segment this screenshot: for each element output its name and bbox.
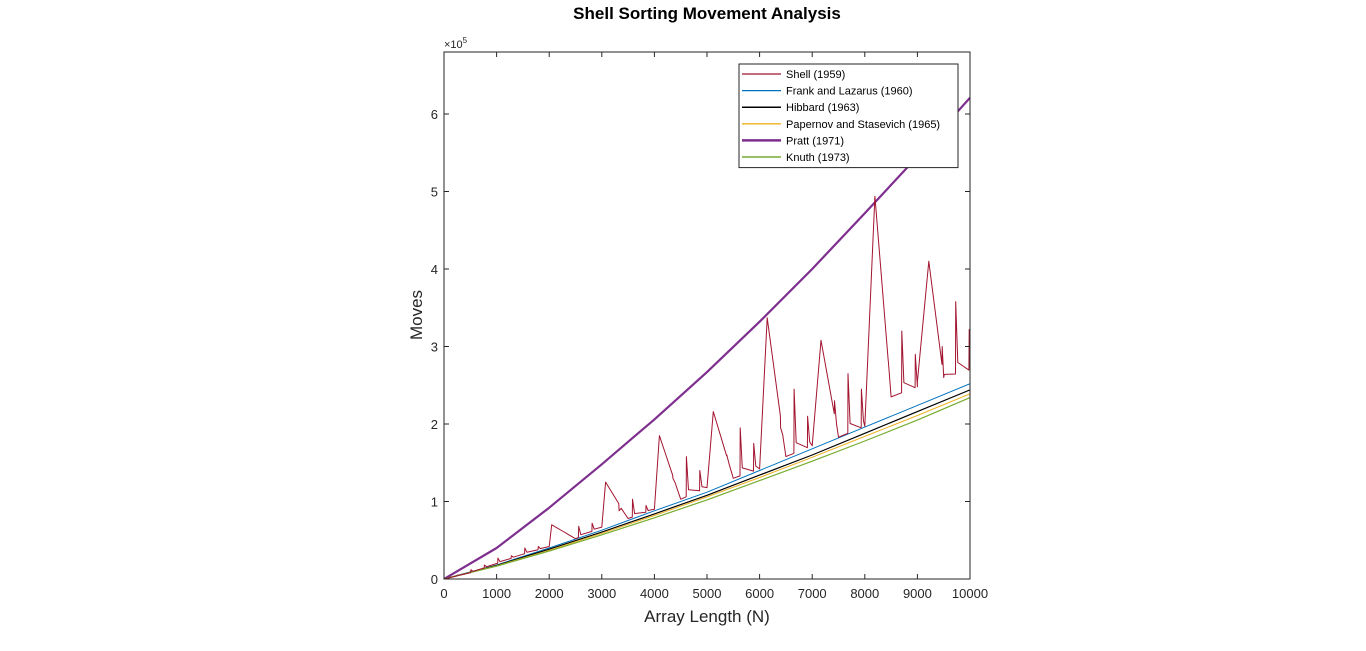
y-tick-label: 2	[431, 417, 438, 432]
y-tick-label: 1	[431, 495, 438, 510]
legend: Shell (1959) Frank and Lazarus (1960) Hibb…	[738, 63, 959, 169]
series-line-shell-1959	[444, 195, 970, 579]
x-tick-label: 10000	[952, 586, 988, 601]
y-tick-label: 6	[431, 107, 438, 122]
y-exponent-base: ×10	[444, 39, 463, 51]
axes-layer: 0 1000 2000 3000 4000 5000 6000 7000 8000 9000 100…	[431, 51, 988, 601]
x-tick-label: 1000	[482, 586, 511, 601]
series-layer	[444, 96, 970, 579]
x-axis-label: Array Length (N)	[644, 607, 770, 626]
x-tick-label: 7000	[798, 586, 827, 601]
x-tick-label: 6000	[745, 586, 774, 601]
series-line-pratt-1971	[444, 96, 970, 579]
series-line-frank-and-lazarus-1960	[444, 383, 970, 579]
x-tick-label: 9000	[903, 586, 932, 601]
series-line-hibbard-1963	[444, 389, 970, 579]
x-tick-label: 8000	[850, 586, 879, 601]
y-tick-label: 4	[431, 262, 438, 277]
legend-label-papernov-and-stasevich-1965: Papernov and Stasevich (1965)	[786, 119, 940, 131]
y-axis-label: Moves	[407, 290, 426, 340]
chart-title: Shell Sorting Movement Analysis	[573, 4, 841, 23]
series-line-knuth-1973	[444, 397, 970, 579]
y-tick-label: 0	[431, 572, 438, 587]
x-tick-label: 5000	[693, 586, 722, 601]
y-tick-label: 5	[431, 185, 438, 200]
series-line-papernov-and-stasevich-1965	[444, 393, 970, 579]
legend-label-knuth-1973: Knuth (1973)	[786, 152, 850, 164]
y-exponent-label: ×105	[444, 36, 468, 51]
legend-box	[738, 63, 959, 169]
legend-label-frank-and-lazarus-1960: Frank and Lazarus (1960)	[786, 86, 913, 98]
x-tick-label: 4000	[640, 586, 669, 601]
y-exponent-power: 5	[463, 36, 468, 45]
legend-label-hibbard-1963: Hibbard (1963)	[786, 102, 859, 114]
y-tick-label: 3	[431, 340, 438, 355]
x-tick-label: 3000	[587, 586, 616, 601]
x-tick-label: 2000	[535, 586, 564, 601]
x-tick-label: 0	[440, 586, 447, 601]
legend-label-shell-1959: Shell (1959)	[786, 69, 845, 81]
legend-label-pratt-1971: Pratt (1971)	[786, 135, 844, 147]
